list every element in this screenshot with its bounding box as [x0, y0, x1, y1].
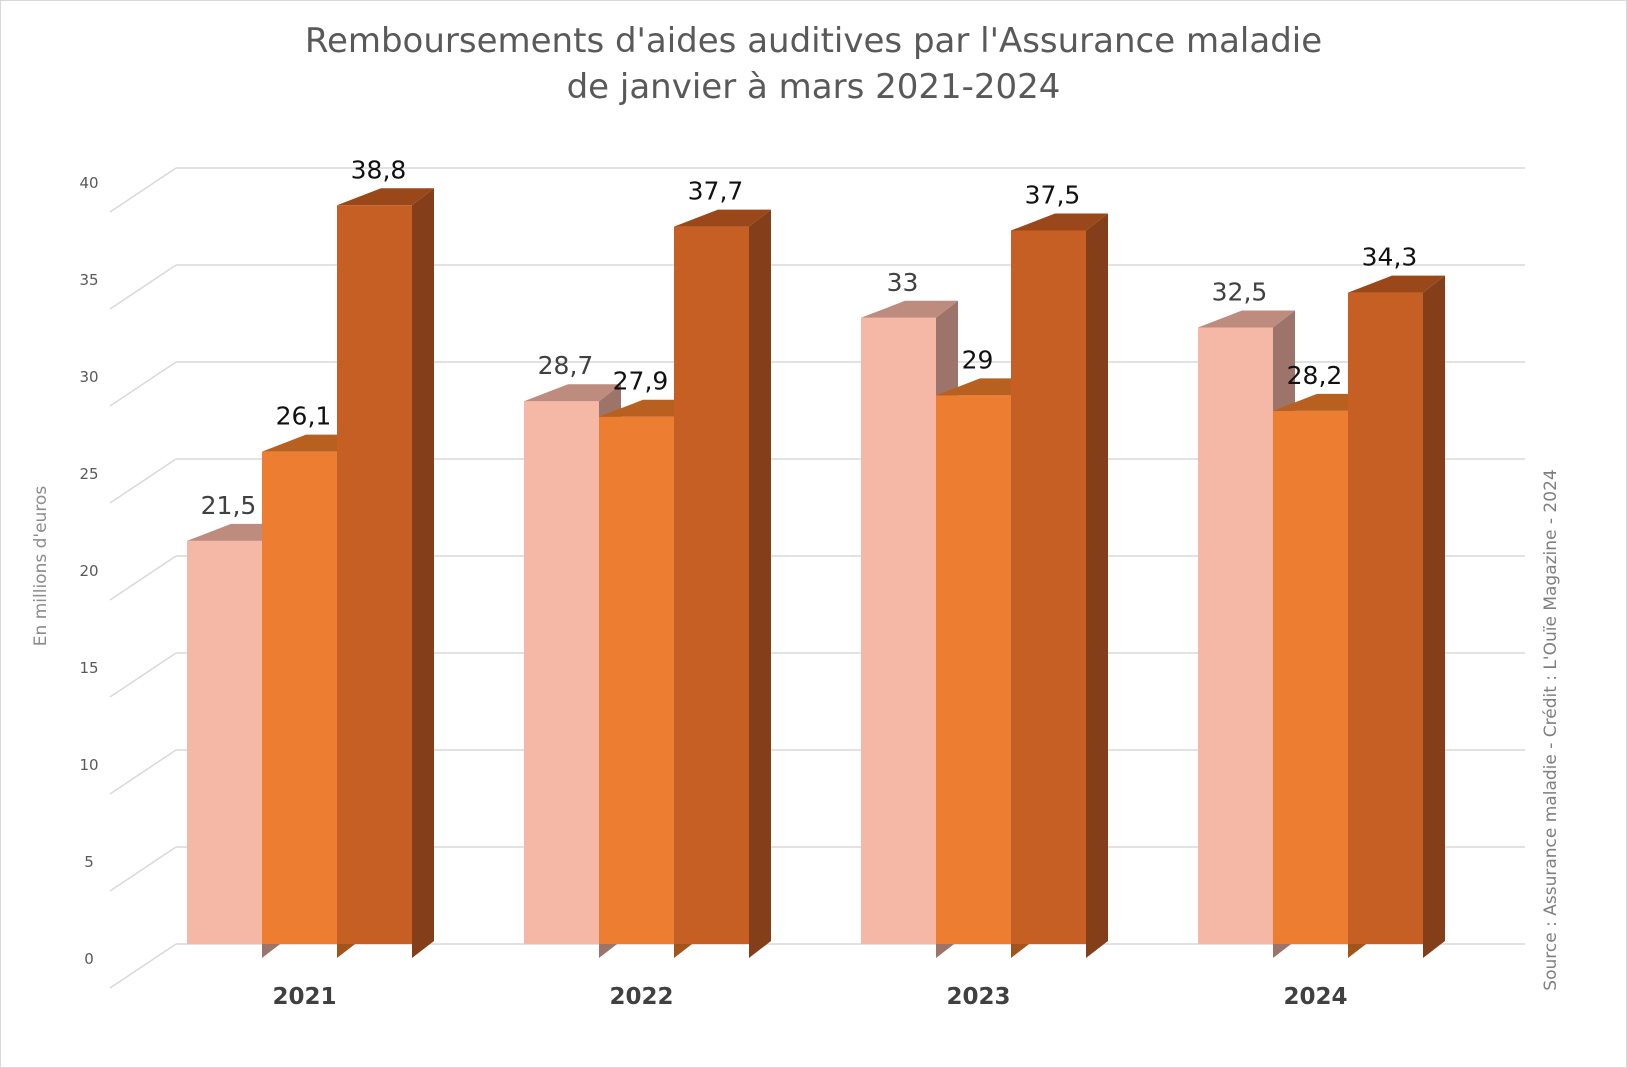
- bar-top: [187, 523, 284, 541]
- data-label: 33: [887, 268, 919, 297]
- data-labels: 21,5 26,1 38,8 28,7 27,9 37,7 33 29 37,5 32,5 28,2…: [201, 155, 1418, 520]
- bar-side: [1086, 213, 1108, 958]
- bar: [1348, 292, 1423, 945]
- bar-side: [749, 209, 771, 958]
- bar-top: [1273, 393, 1370, 411]
- y-tick-label: 0: [84, 950, 94, 968]
- data-label: 37,5: [1025, 181, 1081, 210]
- gridline-side: [109, 458, 177, 504]
- bar: [262, 451, 337, 944]
- y-tick-label: 40: [79, 174, 98, 192]
- chart-title-line-2: de janvier à mars 2021-2024: [566, 67, 1061, 107]
- data-label: 21,5: [201, 491, 257, 520]
- y-tick-label: 20: [79, 562, 98, 580]
- bar-top: [936, 378, 1033, 396]
- y-axis-label: En millions d'euros: [31, 486, 51, 647]
- data-label: 38,8: [351, 155, 407, 184]
- gridline-side: [109, 361, 177, 407]
- bar: [1198, 327, 1273, 944]
- bar-top: [674, 209, 771, 227]
- x-tick-label: 2024: [1283, 984, 1347, 1010]
- x-tick-label: 2023: [946, 984, 1010, 1010]
- gridline-side: [109, 167, 177, 213]
- gridline-side: [109, 555, 177, 601]
- data-label: 28,2: [1287, 361, 1343, 390]
- bar-top: [337, 188, 434, 206]
- bar-side: [1423, 275, 1445, 959]
- bar: [861, 317, 936, 944]
- x-axis-ticks: 2021 2022 2023 2024: [272, 984, 1347, 1010]
- chart-title-line-1: Remboursements d'aides auditives par l'A…: [304, 21, 1323, 61]
- bar: [337, 205, 412, 944]
- gridline-side: [109, 652, 177, 698]
- bar-top: [262, 434, 359, 452]
- bar-side: [412, 188, 434, 958]
- x-tick-label: 2022: [609, 984, 673, 1010]
- bar: [674, 226, 749, 944]
- data-label: 28,7: [538, 351, 594, 380]
- gridline-side: [109, 943, 177, 989]
- bar-top: [1198, 310, 1295, 328]
- y-tick-label: 15: [79, 659, 98, 677]
- bar: [524, 401, 599, 945]
- gridline-side: [109, 264, 177, 310]
- y-tick-label: 25: [79, 465, 98, 483]
- bar: [936, 395, 1011, 944]
- source-credit: Source : Assurance maladie - Crédit : L'…: [1541, 469, 1561, 990]
- gridline-side: [109, 846, 177, 892]
- data-label: 34,3: [1362, 243, 1418, 272]
- bar: [1011, 230, 1086, 944]
- data-label: 26,1: [276, 402, 332, 431]
- x-tick-label: 2021: [272, 984, 336, 1010]
- bars: [187, 188, 1445, 959]
- bar-top: [1011, 213, 1108, 231]
- y-tick-label: 35: [79, 271, 98, 289]
- bar: [1273, 410, 1348, 944]
- bar: [599, 416, 674, 944]
- bar-top: [524, 384, 621, 402]
- data-label: 29: [962, 345, 994, 374]
- data-label: 32,5: [1212, 278, 1268, 307]
- y-tick-label: 5: [84, 853, 94, 871]
- gridline-side: [109, 749, 177, 795]
- chart-title: Remboursements d'aides auditives par l'A…: [0, 18, 1627, 110]
- bar-top: [599, 399, 696, 417]
- bar-top: [861, 300, 958, 318]
- y-tick-label: 10: [79, 756, 98, 774]
- bar: [187, 540, 262, 944]
- y-tick-label: 30: [79, 368, 98, 386]
- data-label: 27,9: [613, 367, 669, 396]
- bar-top: [1348, 275, 1445, 293]
- data-label: 37,7: [688, 177, 744, 206]
- y-axis-ticks: 0 5 10 15 20 25 30 35 40: [79, 174, 98, 968]
